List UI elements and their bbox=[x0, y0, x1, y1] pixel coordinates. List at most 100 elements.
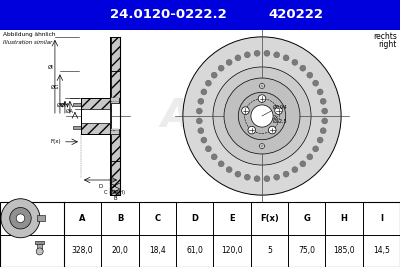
Circle shape bbox=[201, 89, 207, 95]
Text: A: A bbox=[80, 214, 86, 223]
Bar bbox=[37, 215, 45, 221]
Text: ØA: ØA bbox=[66, 109, 74, 113]
Circle shape bbox=[313, 146, 319, 152]
Text: Illustration similar: Illustration similar bbox=[3, 40, 52, 45]
Circle shape bbox=[275, 107, 282, 115]
Circle shape bbox=[251, 105, 273, 127]
Circle shape bbox=[1, 199, 40, 238]
Circle shape bbox=[211, 154, 217, 160]
Text: B: B bbox=[113, 196, 117, 201]
Text: D: D bbox=[191, 214, 198, 223]
Circle shape bbox=[322, 118, 328, 124]
Text: 120,0: 120,0 bbox=[221, 246, 243, 255]
Circle shape bbox=[274, 174, 280, 180]
Circle shape bbox=[283, 171, 289, 177]
Circle shape bbox=[196, 108, 202, 114]
Circle shape bbox=[235, 55, 241, 61]
Text: 75,0: 75,0 bbox=[298, 246, 315, 255]
Circle shape bbox=[258, 95, 266, 102]
Text: D: D bbox=[98, 184, 102, 189]
Circle shape bbox=[283, 55, 289, 61]
Text: ØI: ØI bbox=[48, 65, 54, 69]
Text: 20,0: 20,0 bbox=[112, 246, 128, 255]
Text: 18,4: 18,4 bbox=[149, 246, 166, 255]
Text: H: H bbox=[340, 214, 348, 223]
Bar bbox=[111, 132, 119, 133]
Circle shape bbox=[198, 98, 204, 104]
Bar bbox=[110, 37, 120, 71]
Text: B: B bbox=[117, 214, 123, 223]
Text: Abbildung ähnlich: Abbildung ähnlich bbox=[3, 32, 56, 37]
Text: ØE: ØE bbox=[56, 103, 64, 108]
Bar bbox=[73, 126, 81, 129]
Circle shape bbox=[307, 72, 313, 78]
Circle shape bbox=[300, 161, 306, 167]
Bar bbox=[81, 98, 110, 134]
Text: Ø12,5: Ø12,5 bbox=[272, 119, 287, 124]
Circle shape bbox=[196, 118, 202, 124]
Circle shape bbox=[307, 154, 313, 160]
Circle shape bbox=[248, 126, 256, 134]
Circle shape bbox=[198, 128, 204, 134]
Circle shape bbox=[226, 167, 232, 173]
Text: ATE: ATE bbox=[160, 97, 240, 135]
Circle shape bbox=[292, 59, 298, 65]
Bar bbox=[0, 202, 400, 267]
Bar bbox=[81, 109, 110, 123]
Text: E: E bbox=[229, 214, 235, 223]
Text: right: right bbox=[379, 40, 397, 49]
Circle shape bbox=[183, 37, 341, 195]
Bar bbox=[111, 99, 119, 100]
Circle shape bbox=[254, 176, 260, 182]
Bar bbox=[110, 134, 120, 161]
Circle shape bbox=[313, 80, 319, 86]
Bar bbox=[73, 103, 81, 105]
Circle shape bbox=[235, 171, 241, 177]
Text: 2x: 2x bbox=[272, 115, 278, 120]
Text: ØG: ØG bbox=[50, 85, 59, 90]
Text: C: C bbox=[154, 214, 160, 223]
Bar bbox=[110, 129, 119, 134]
Text: Ø104: Ø104 bbox=[272, 105, 287, 110]
Circle shape bbox=[218, 65, 224, 71]
Text: 5: 5 bbox=[267, 246, 272, 255]
Circle shape bbox=[292, 167, 298, 173]
Circle shape bbox=[300, 65, 306, 71]
Bar bbox=[110, 71, 120, 98]
Circle shape bbox=[205, 80, 211, 86]
Bar bbox=[37, 242, 42, 252]
Circle shape bbox=[322, 108, 328, 114]
Circle shape bbox=[254, 50, 260, 56]
Circle shape bbox=[242, 107, 249, 115]
Bar bbox=[35, 241, 44, 245]
Text: F(x): F(x) bbox=[50, 139, 61, 144]
Circle shape bbox=[238, 92, 286, 140]
Circle shape bbox=[317, 89, 323, 95]
Circle shape bbox=[320, 128, 326, 134]
Circle shape bbox=[36, 248, 43, 255]
Text: rechts: rechts bbox=[373, 32, 397, 41]
Circle shape bbox=[205, 146, 211, 152]
Text: I: I bbox=[380, 214, 383, 223]
Circle shape bbox=[226, 59, 232, 65]
Text: ØH: ØH bbox=[60, 103, 69, 108]
Bar bbox=[110, 161, 120, 195]
Circle shape bbox=[264, 50, 270, 56]
Circle shape bbox=[211, 72, 217, 78]
Bar bbox=[111, 133, 119, 134]
Bar bbox=[111, 100, 119, 101]
Bar bbox=[110, 98, 119, 103]
Circle shape bbox=[201, 137, 207, 143]
Circle shape bbox=[224, 78, 300, 154]
Circle shape bbox=[244, 174, 250, 180]
Circle shape bbox=[244, 52, 250, 58]
Text: 14,5: 14,5 bbox=[373, 246, 390, 255]
Text: 420222: 420222 bbox=[268, 9, 324, 22]
Text: G: G bbox=[303, 214, 310, 223]
Circle shape bbox=[260, 144, 264, 149]
Text: 185,0: 185,0 bbox=[333, 246, 355, 255]
Circle shape bbox=[213, 67, 311, 165]
Circle shape bbox=[274, 52, 280, 58]
Text: 24.0120-0222.2: 24.0120-0222.2 bbox=[110, 9, 226, 22]
Circle shape bbox=[10, 207, 31, 229]
